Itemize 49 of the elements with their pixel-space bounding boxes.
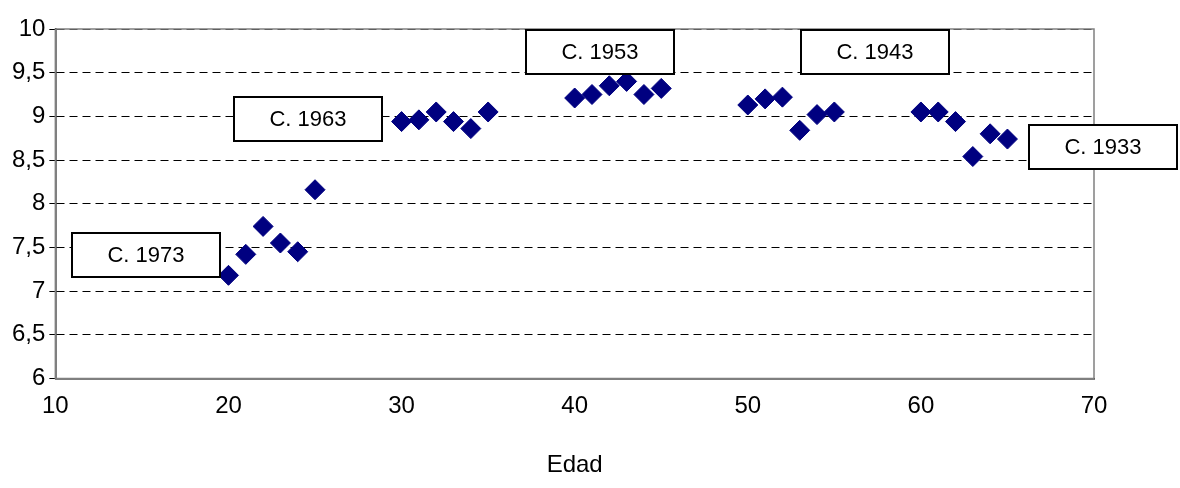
point [304,179,326,201]
label-box: C. 1953 [525,29,675,75]
point [287,241,309,263]
x-tick-label: 20 [215,391,242,419]
point [910,101,932,123]
point [823,101,845,123]
point [996,128,1018,150]
point [962,146,984,168]
y-tick-label: 6,5 [11,319,46,347]
label-box: C. 1933 [1028,124,1178,170]
point [598,75,620,97]
x-tick-label: 50 [734,391,762,419]
point [806,104,828,126]
point [789,119,811,141]
y-tick-label: 8,5 [11,144,46,172]
point [633,84,655,106]
y-tick-label: 10 [18,13,46,41]
point [408,109,430,131]
point [252,215,274,237]
label-box: C. 1973 [71,232,221,278]
x-tick-label: 30 [388,391,415,419]
y-tick-label: 7 [32,275,46,303]
y-tick-label: 7,5 [11,232,46,259]
point [235,243,257,265]
y-tick-label: 9,5 [11,57,46,85]
point [650,77,672,99]
point [460,118,482,140]
point [737,94,759,116]
label-box: C. 1943 [800,29,950,75]
label-box: C. 1963 [233,96,383,142]
point [269,232,291,254]
x-tick-label: 70 [1080,391,1108,419]
x-axis-title: Edad [546,450,603,478]
point [581,84,603,106]
y-tick-label: 6 [32,363,46,391]
point [927,101,949,123]
point [771,86,793,108]
point [979,123,1001,145]
x-tick-label: 60 [907,391,935,419]
y-tick-label: 9 [32,100,46,128]
point [477,101,499,123]
point [391,111,413,133]
x-tick-label: 40 [561,391,589,419]
point [443,111,465,133]
point [425,101,447,123]
point [564,87,586,109]
y-tick-label: 8 [32,188,46,216]
point [945,111,967,133]
point [754,88,776,110]
